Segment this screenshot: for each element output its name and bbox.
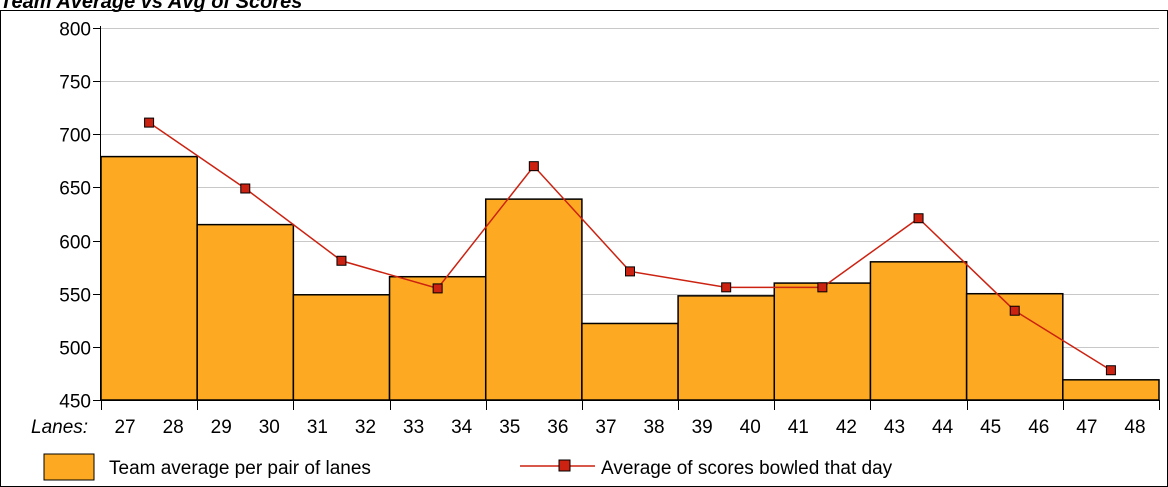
line-point-41-42 bbox=[817, 282, 828, 293]
line-point-29-30 bbox=[240, 183, 251, 194]
x-tick-label-34: 34 bbox=[451, 417, 473, 438]
y-tick-label-500: 500 bbox=[59, 339, 91, 360]
x-tick-label-41: 41 bbox=[788, 417, 809, 438]
x-tick-label-48: 48 bbox=[1124, 417, 1145, 438]
y-tick-label-750: 750 bbox=[59, 73, 91, 94]
bars bbox=[100, 155, 1160, 401]
line-point-39-40 bbox=[721, 282, 732, 293]
y-axis: 450 500 550 600 650 700 750 800 bbox=[59, 20, 101, 413]
x-tick-label-31: 31 bbox=[307, 417, 328, 438]
y-tick-label-550: 550 bbox=[59, 286, 91, 307]
line-point-45-46 bbox=[1009, 305, 1020, 316]
line-point-27-28 bbox=[144, 117, 155, 128]
line-point-47-48 bbox=[1105, 365, 1116, 376]
x-tick-label-44: 44 bbox=[932, 417, 954, 438]
bar-47-48 bbox=[1062, 379, 1160, 401]
x-tick-label-39: 39 bbox=[692, 417, 713, 438]
y-tick-label-450: 450 bbox=[59, 392, 91, 413]
bar-41-42 bbox=[773, 282, 872, 401]
chart-title: Team Average vs Avg of Scores bbox=[0, 0, 303, 13]
bar-31-32 bbox=[292, 294, 391, 401]
y-tick-label-650: 650 bbox=[59, 179, 91, 200]
x-tick-label-33: 33 bbox=[403, 417, 424, 438]
line-point-35-36 bbox=[528, 161, 539, 172]
x-tick-label-46: 46 bbox=[1028, 417, 1049, 438]
x-tick-label-36: 36 bbox=[547, 417, 568, 438]
bar-39-40 bbox=[677, 295, 776, 401]
x-tick-label-35: 35 bbox=[499, 417, 520, 438]
bar-29-30 bbox=[196, 223, 295, 401]
x-tick-label-42: 42 bbox=[836, 417, 857, 438]
y-tick-label-800: 800 bbox=[59, 20, 91, 41]
bar-27-28 bbox=[100, 155, 198, 401]
x-tick-label-45: 45 bbox=[980, 417, 1001, 438]
line-series bbox=[144, 117, 1116, 376]
bar-35-36 bbox=[484, 198, 583, 401]
line-point-43-44 bbox=[913, 213, 924, 224]
legend-label-bars: Team average per pair of lanes bbox=[109, 458, 371, 479]
x-tick-label-40: 40 bbox=[740, 417, 761, 438]
x-axis-label: Lanes: bbox=[31, 417, 88, 438]
x-tick-label-27: 27 bbox=[114, 417, 135, 438]
line-point-37-38 bbox=[625, 266, 635, 277]
x-tick-label-30: 30 bbox=[259, 417, 280, 438]
legend-label-line: Average of scores bowled that day bbox=[601, 458, 893, 479]
y-tick-label-700: 700 bbox=[59, 126, 91, 147]
x-tick-label-47: 47 bbox=[1076, 417, 1097, 438]
line-point-31-32 bbox=[336, 255, 347, 266]
x-axis: Lanes: 27 28 29 30 31 32 33 34 35 36 37 38 39 40 41 42 4… bbox=[31, 400, 1160, 438]
y-tick-label-600: 600 bbox=[59, 233, 91, 254]
x-tick-label-37: 37 bbox=[595, 417, 616, 438]
bar-43-44 bbox=[869, 261, 968, 401]
x-tick-label-32: 32 bbox=[355, 417, 376, 438]
line-point-33-34 bbox=[432, 283, 443, 294]
bar-33-34 bbox=[388, 275, 487, 401]
x-tick-label-28: 28 bbox=[163, 417, 184, 438]
legend: Team average per pair of lanes Average o… bbox=[43, 453, 893, 481]
legend-swatch-bars bbox=[43, 453, 95, 481]
x-tick-label-38: 38 bbox=[643, 417, 664, 438]
x-tick-label-29: 29 bbox=[211, 417, 232, 438]
x-tick-label-43: 43 bbox=[884, 417, 905, 438]
legend-marker-swatch bbox=[558, 459, 571, 472]
bar-37-38 bbox=[581, 322, 679, 401]
